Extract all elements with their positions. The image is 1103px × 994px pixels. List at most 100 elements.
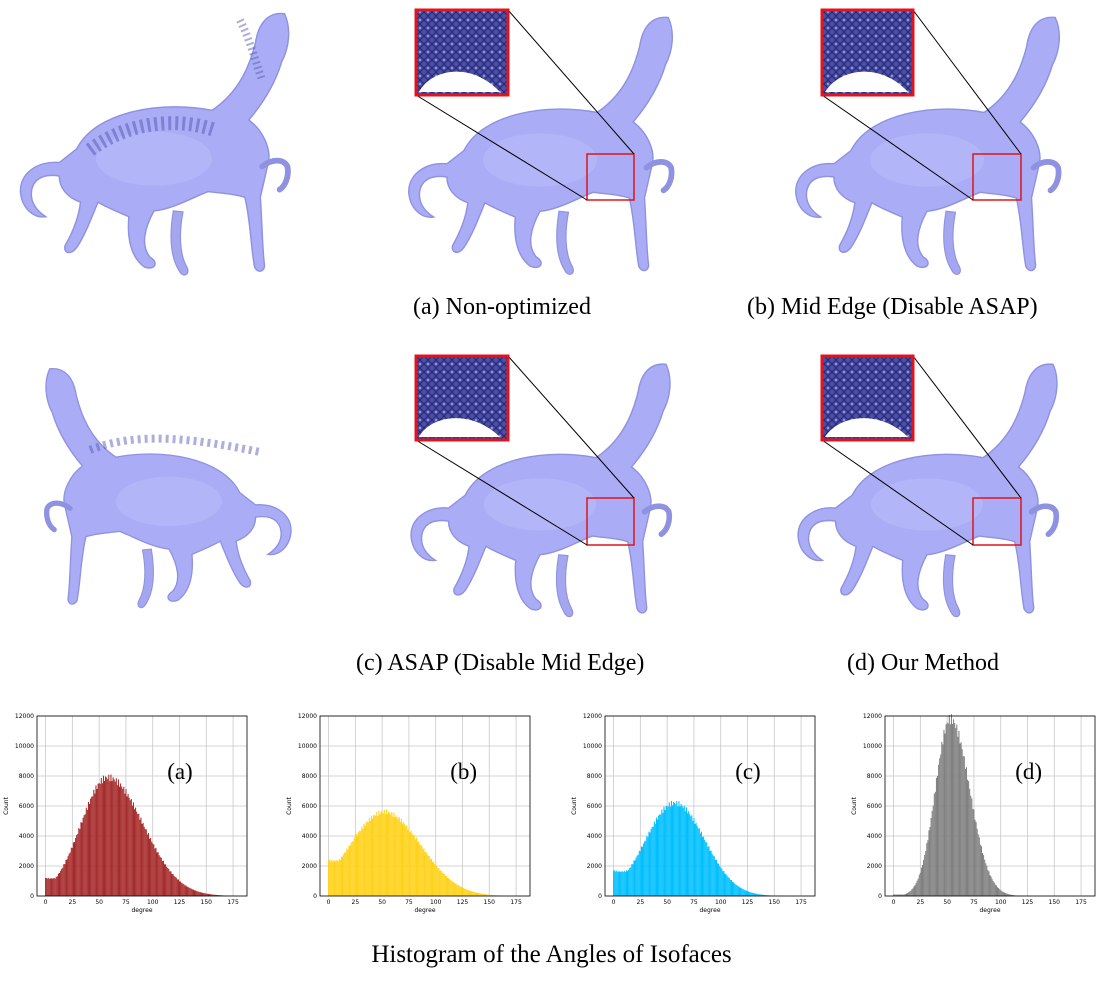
histogram-bar [1010,894,1012,896]
histogram-bar [183,884,185,896]
histogram-bar [728,878,730,896]
histogram-bar [752,892,754,896]
histogram-bar [99,783,101,896]
histogram-bar [132,802,134,896]
x-tick-label: 175 [227,899,239,906]
histogram-bar [48,877,50,896]
histogram-bar [1002,891,1004,896]
x-tick-label: 175 [510,899,522,906]
histogram-bar [718,863,720,896]
histogram-bar [977,834,979,896]
histogram-bar [712,855,714,896]
histogram-bar [330,861,332,896]
histogram-bar [675,804,677,896]
histogram-bar [646,835,648,896]
histogram-bar [188,887,190,896]
histogram-bar [436,865,438,896]
histogram-bar [758,894,760,896]
histogram-bar [649,832,651,896]
histogram-bar [176,879,178,896]
histogram-bar [1006,893,1008,896]
y-tick-label: 6000 [302,803,317,810]
histogram-bar [402,823,404,896]
histogram-bar [87,802,89,896]
plot-frame [319,715,531,897]
histogram-bar [138,813,140,896]
x-tick-label: 50 [95,899,103,906]
histogram-bar [90,798,92,896]
histogram-bar [196,891,198,896]
histogram-bar [749,891,751,896]
histogram-bar [363,823,365,896]
histogram-bar [896,894,898,896]
histogram-bar [359,830,361,896]
histogram-bar [620,871,622,896]
histogram-bar [1009,894,1011,896]
histogram-bar [931,810,933,896]
histogram-bar [449,879,451,896]
y-tick-label: 2000 [19,863,34,870]
histogram-bar [897,894,899,896]
histogram-bar [932,805,934,896]
histogram-bar [625,870,627,896]
histogram-bar [63,864,65,896]
histogram-bar [658,815,660,896]
histogram-bar [410,830,412,896]
histogram-bar [218,895,220,896]
histogram-bar [624,871,626,896]
histogram-bar [901,894,903,896]
histogram-bar [375,815,377,896]
histogram-bar [893,894,895,896]
y-tick-label: 12000 [863,713,882,720]
histogram-bar [1004,892,1006,896]
y-tick-label: 2000 [587,863,602,870]
histogram-bar [488,894,490,896]
histogram-bar [185,885,187,896]
histogram-bar [89,803,91,896]
histogram-bar [101,783,103,896]
histogram-bar [51,878,53,896]
histogram-bar [953,719,955,896]
histogram-bar [484,894,486,896]
histogram-bar [647,837,649,896]
histogram-bar [337,861,339,896]
histogram-bar [763,894,765,896]
y-tick-label: 10000 [15,743,34,750]
histogram-bar [106,777,108,896]
histogram-bar [645,840,647,896]
histogram-bar [74,842,76,896]
histogram-bar [621,871,623,896]
histogram-bar [958,730,960,896]
panel-label: (a) [167,759,193,784]
histogram-bar [961,749,963,896]
histogram-bar [631,864,633,896]
histogram-bar [639,851,641,896]
histogram-bar [424,852,426,896]
histogram-bar [429,859,431,896]
x-tick-label: 175 [795,899,807,906]
histogram-bar [915,882,917,896]
histogram-bar [628,869,630,896]
histogram-bar [990,876,992,896]
histogram-bar [651,826,653,896]
histogram-bar [680,803,682,896]
histogram-bar [1000,890,1002,896]
histogram-bar [744,890,746,896]
histogram-bar [754,893,756,896]
histogram-bar [216,895,218,896]
histogram-bar [145,829,147,896]
histogram-bar [963,756,965,896]
histogram-bar [613,870,615,896]
histogram-bar [971,798,973,896]
histogram-bar [146,834,148,896]
histogram-bar [112,777,114,896]
x-axis-label: degree [699,907,720,914]
histogram-bar [974,819,976,896]
histogram-bar [756,893,758,896]
histogram-bar [682,807,684,896]
histogram-bar [998,888,1000,896]
histogram-bar [898,894,900,896]
histogram-bar [389,812,391,896]
histogram-bar [899,894,901,896]
zoom-box [972,497,1022,546]
